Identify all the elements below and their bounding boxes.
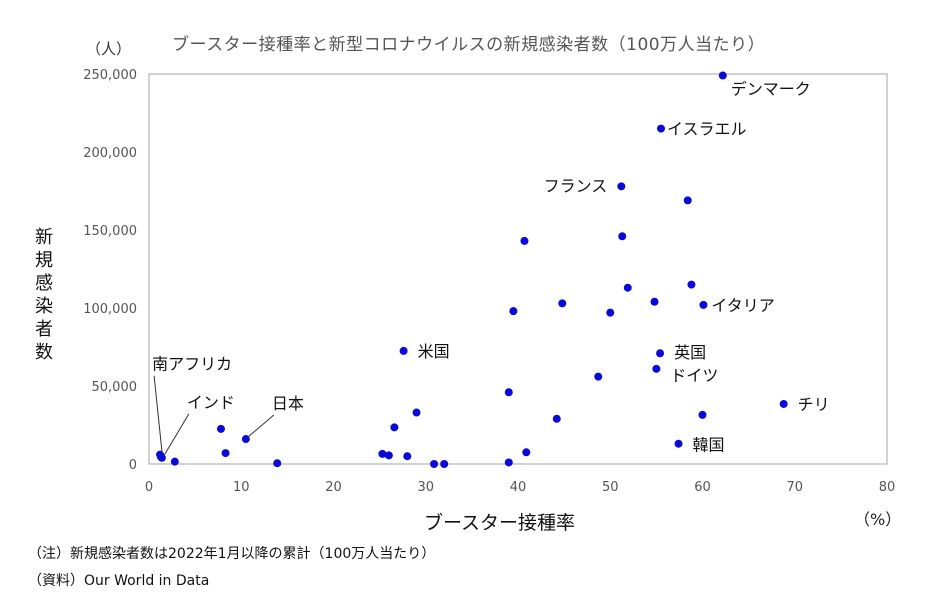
point-label: フランス xyxy=(544,176,608,195)
point-label: 英国 xyxy=(674,343,706,362)
y-tick-label: 0 xyxy=(129,458,137,473)
point-label: 日本 xyxy=(272,394,304,413)
chart-title: ブースター接種率と新型コロナウイルスの新規感染者数（100万人当たり） xyxy=(172,35,766,55)
data-point xyxy=(623,283,632,292)
footnote-note: （注）新規感染者数は2022年1月以降の累計（100万人当たり） xyxy=(28,546,436,562)
data-point xyxy=(170,457,179,466)
x-tick-label: 80 xyxy=(879,480,896,495)
point-label: インド xyxy=(187,393,235,412)
x-tick-label: 0 xyxy=(145,480,153,495)
data-point xyxy=(216,424,225,433)
data-point xyxy=(273,459,282,468)
data-point xyxy=(509,307,518,316)
y-axis-title: 新規感染者数 xyxy=(35,227,53,363)
leader-line xyxy=(163,413,190,457)
point-label: チリ xyxy=(798,395,830,414)
point-label: ドイツ xyxy=(670,366,718,385)
x-tick-label: 50 xyxy=(602,480,619,495)
data-point xyxy=(412,408,421,417)
leader-line xyxy=(153,375,163,453)
data-point xyxy=(504,388,513,397)
data-point xyxy=(520,236,529,245)
x-axis-title: ブースター接種率 xyxy=(424,512,576,534)
x-tick-label: 70 xyxy=(786,480,803,495)
data-point xyxy=(384,451,393,460)
y-tick-label: 100,000 xyxy=(83,302,137,317)
data-point xyxy=(687,280,696,289)
x-axis-unit: （%） xyxy=(854,510,902,529)
y-axis-unit: （人） xyxy=(86,40,132,58)
data-point xyxy=(430,460,439,468)
y-tick-label: 250,000 xyxy=(83,68,137,83)
data-point xyxy=(552,414,561,423)
x-tick-label: 10 xyxy=(233,480,250,495)
x-tick-label: 60 xyxy=(694,480,711,495)
y-tick-label: 150,000 xyxy=(83,224,137,239)
leader-line xyxy=(247,414,275,438)
x-tick-label: 30 xyxy=(417,480,434,495)
y-tick-label: 200,000 xyxy=(83,146,137,161)
data-point xyxy=(650,297,659,306)
point-label: 南アフリカ xyxy=(152,355,232,374)
point-label: イタリア xyxy=(711,296,774,315)
point-label: イスラエル xyxy=(667,120,747,139)
data-point xyxy=(522,448,531,457)
data-point xyxy=(390,423,399,432)
data-point xyxy=(674,439,683,448)
data-point xyxy=(504,458,513,467)
data-point xyxy=(594,372,603,381)
data-point xyxy=(683,196,692,205)
data-point xyxy=(558,299,567,308)
point-label: デンマーク xyxy=(731,80,811,99)
footnote-source: （資料）Our World in Data xyxy=(28,573,210,589)
data-point xyxy=(618,232,627,241)
point-label: 米国 xyxy=(418,342,450,361)
data-point xyxy=(656,349,665,358)
x-tick-label: 40 xyxy=(510,480,527,495)
data-point xyxy=(698,410,707,419)
data-point xyxy=(378,449,387,458)
data-point xyxy=(656,124,665,133)
data-point xyxy=(718,71,727,80)
data-point xyxy=(606,308,615,317)
data-point xyxy=(617,182,626,191)
x-tick-label: 20 xyxy=(325,480,342,495)
data-point xyxy=(221,449,230,458)
data-point xyxy=(440,460,449,468)
data-point xyxy=(779,399,788,408)
data-point xyxy=(652,364,661,373)
y-tick-label: 50,000 xyxy=(92,380,138,395)
plot-frame xyxy=(148,73,888,465)
point-label: 韓国 xyxy=(693,436,725,455)
data-point xyxy=(699,300,708,309)
data-point xyxy=(403,452,412,461)
data-point xyxy=(399,346,408,355)
